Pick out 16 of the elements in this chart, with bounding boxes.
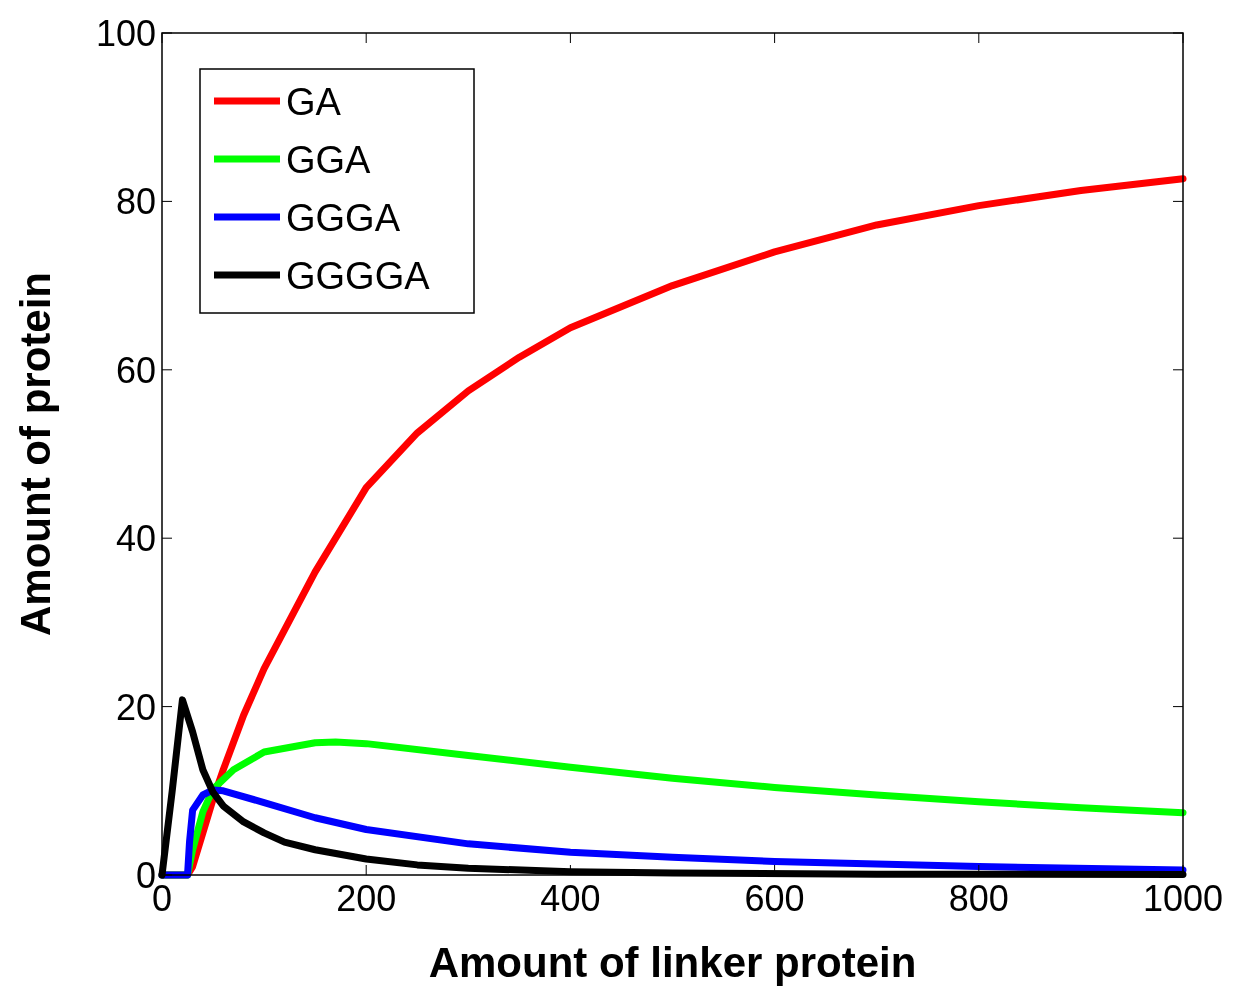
y-tick-label: 60: [115, 349, 156, 391]
legend-label: GGGGA: [286, 254, 431, 297]
legend-label: GGGA: [286, 196, 401, 239]
y-axis-title: Amount of protein: [12, 272, 59, 636]
legend-label: GA: [286, 80, 342, 123]
x-tick-label: 400: [540, 878, 601, 919]
x-tick-label: 600: [744, 878, 805, 919]
x-axis-title: Amount of linker protein: [428, 939, 917, 986]
x-tick-label: 1000: [1142, 878, 1224, 919]
x-tick-label: 200: [336, 878, 397, 919]
x-tick-label: 800: [948, 878, 1009, 919]
y-tick-label: 20: [115, 686, 156, 728]
legend-label: GGA: [286, 138, 372, 181]
y-tick-label: 40: [115, 518, 156, 560]
y-tick-label: 100: [95, 12, 156, 54]
y-tick-label: 80: [115, 181, 156, 223]
